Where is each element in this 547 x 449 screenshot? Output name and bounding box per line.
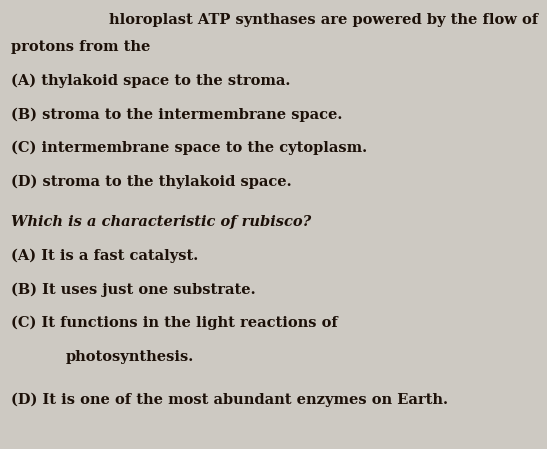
Text: (D) It is one of the most abundant enzymes on Earth.: (D) It is one of the most abundant enzym… [11,392,448,407]
Text: photosynthesis.: photosynthesis. [66,350,194,364]
Text: Which is a characteristic of rubisco?: Which is a characteristic of rubisco? [11,215,311,229]
Text: (D) stroma to the thylakoid space.: (D) stroma to the thylakoid space. [11,175,292,189]
Text: hloroplast ATP synthases are powered by the flow of: hloroplast ATP synthases are powered by … [109,13,539,27]
Text: (A) thylakoid space to the stroma.: (A) thylakoid space to the stroma. [11,74,290,88]
Text: (B) stroma to the intermembrane space.: (B) stroma to the intermembrane space. [11,107,342,122]
Text: (A) It is a fast catalyst.: (A) It is a fast catalyst. [11,249,198,263]
Text: (C) intermembrane space to the cytoplasm.: (C) intermembrane space to the cytoplasm… [11,141,367,155]
Text: (C) It functions in the light reactions of: (C) It functions in the light reactions … [11,316,337,330]
Text: (B) It uses just one substrate.: (B) It uses just one substrate. [11,282,255,297]
Text: protons from the: protons from the [11,40,150,54]
